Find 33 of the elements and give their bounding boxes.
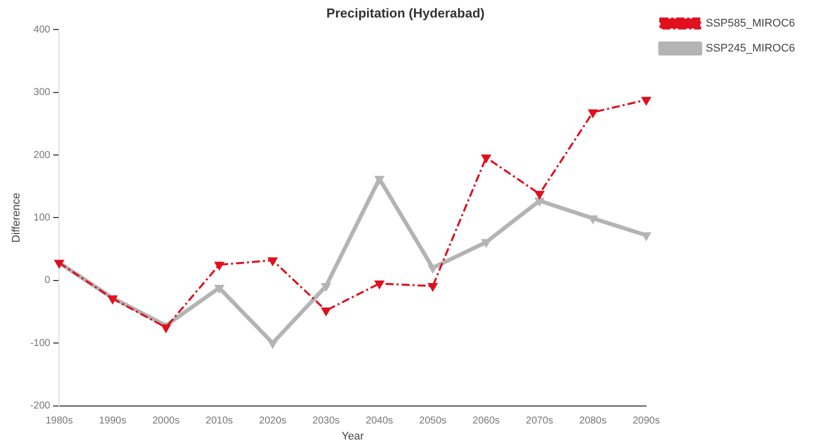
point: [374, 280, 384, 289]
x-tick-label: 2090s: [632, 416, 660, 427]
x-tick-label: 2080s: [579, 416, 606, 427]
point: [214, 262, 224, 270]
x-tick-label: 1980s: [46, 416, 73, 427]
point: [642, 96, 651, 105]
y-tick-label: 200: [34, 150, 51, 161]
legend-label: SSP585_MIROC6: [706, 18, 796, 30]
x-tick-label: 2060s: [472, 416, 500, 427]
legend-label: SSP245_MIROC6: [706, 42, 796, 55]
y-tick-label: -200: [30, 400, 51, 412]
x-tick-label: 2050s: [419, 416, 446, 427]
chart-title: Precipitation (Hyderabad): [326, 5, 485, 20]
x-tick-label: 2010s: [206, 416, 233, 427]
y-tick-label: 0: [44, 275, 51, 286]
x-tick-label: 1990s: [98, 416, 126, 427]
point: [268, 257, 278, 266]
y-tick-label: 100: [34, 212, 51, 224]
y-axis-title: Difference: [10, 192, 23, 243]
y-tick-label: -100: [30, 338, 51, 349]
x-tick-label: 2070s: [526, 416, 554, 427]
point: [535, 190, 544, 199]
point: [322, 307, 331, 316]
y-tick-label: 400: [34, 24, 51, 36]
x-tick-label: 2030s: [312, 416, 340, 427]
point: [588, 109, 598, 118]
point: [482, 154, 491, 163]
x-tick-label: 2020s: [259, 416, 286, 427]
x-axis-title: Year: [342, 430, 364, 442]
x-tick-label: 2040s: [366, 416, 394, 427]
point: [428, 283, 438, 292]
x-tick-label: 2000s: [152, 416, 180, 427]
y-tick-label: 300: [34, 87, 51, 98]
